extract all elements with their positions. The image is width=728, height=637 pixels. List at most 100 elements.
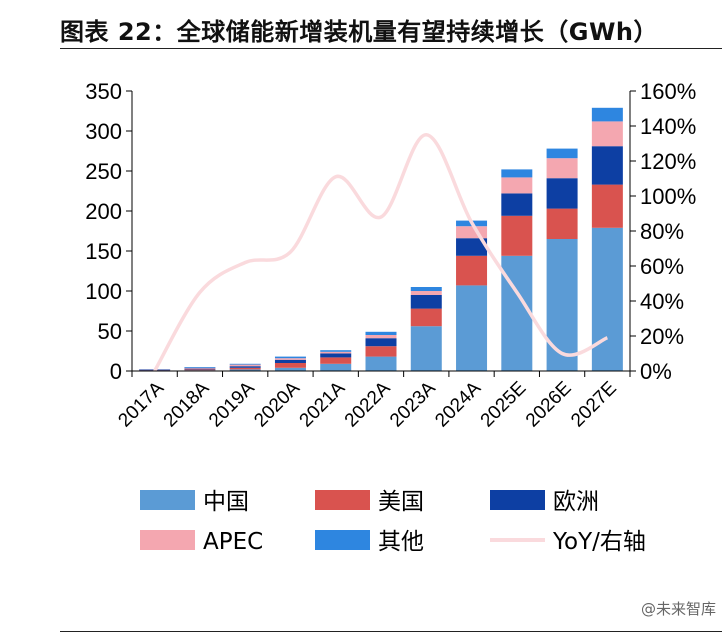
bar-apec-2026E	[546, 158, 578, 179]
bar-usa-2019A	[229, 367, 261, 370]
right-tick-label: 100%	[640, 184, 696, 209]
bar-apec-2024A	[456, 226, 488, 239]
bar-other-2026E	[546, 148, 578, 159]
bar-china-2024A	[456, 285, 488, 371]
left-tick-label: 300	[85, 119, 122, 144]
bar-apec-2022A	[365, 335, 397, 339]
bar-europe-2027E	[591, 146, 623, 185]
bar-other-2025E	[501, 169, 533, 178]
bar-usa-2023A	[410, 308, 442, 327]
bar-china-2025E	[501, 255, 533, 371]
bar-apec-2021A	[320, 351, 352, 354]
bar-europe-2020A	[274, 359, 306, 363]
legend-swatch-europe	[490, 490, 545, 510]
right-tick-label: 60%	[640, 254, 684, 279]
bar-usa-2027E	[591, 184, 623, 228]
right-tick-label: 160%	[640, 79, 696, 104]
left-tick-label: 100	[85, 279, 122, 304]
x-category-label: 2017A	[114, 377, 168, 431]
bar-europe-2018A	[184, 368, 216, 370]
x-axis-categories: 2017A2018A2019A2020A2021A2022A2023A2024A…	[114, 377, 620, 431]
left-tick-label: 200	[85, 199, 122, 224]
bottom-divider	[60, 631, 722, 632]
yoy-line-group	[153, 133, 609, 372]
bars-group	[139, 107, 623, 372]
bar-usa-2022A	[365, 346, 397, 357]
legend-label-other: 其他	[378, 529, 424, 555]
bar-apec-2018A	[184, 367, 216, 369]
x-category-label: 2020A	[250, 377, 304, 431]
stacked-bar-chart: 0 50 100 150 200 250 300 350 0% 20% 40% 60% 80% 100%…	[85, 79, 696, 555]
chart-title: 图表 22：全球储能新增装机量有望持续增长（GWh）	[60, 18, 659, 46]
legend-label-yoy: YoY/右轴	[552, 529, 646, 555]
bar-usa-2025E	[501, 215, 533, 256]
bar-europe-2025E	[501, 193, 533, 216]
left-tick-label: 250	[85, 159, 122, 184]
x-category-label: 2019A	[205, 377, 259, 431]
right-tick-label: 40%	[640, 289, 684, 314]
bar-apec-2023A	[410, 291, 442, 295]
right-tick-label: 80%	[640, 219, 684, 244]
bar-china-2026E	[546, 239, 578, 371]
bar-china-2019A	[229, 369, 261, 371]
right-tick-label: 140%	[640, 114, 696, 139]
bar-usa-2026E	[546, 208, 578, 239]
right-tick-label: 0%	[640, 359, 672, 384]
legend-swatch-usa	[315, 490, 370, 510]
bar-europe-2024A	[456, 238, 488, 256]
bar-europe-2021A	[320, 353, 352, 358]
x-category-label: 2027E	[567, 378, 621, 432]
right-tick-label: 120%	[640, 149, 696, 174]
bar-usa-2024A	[456, 255, 488, 286]
legend-swatch-other	[315, 530, 370, 550]
bar-other-2021A	[320, 350, 352, 352]
legend-label-china: 中国	[203, 489, 249, 515]
bar-china-2027E	[591, 227, 623, 371]
legend-swatch-china	[140, 490, 195, 510]
bar-usa-2018A	[184, 369, 216, 371]
watermark: @未来智库	[640, 600, 716, 618]
bar-china-2020A	[274, 367, 306, 371]
bar-apec-2027E	[591, 121, 623, 147]
bar-other-2019A	[229, 363, 261, 365]
left-axis-ticks: 0 50 100 150 200 250 300 350	[85, 79, 132, 384]
axes-group	[131, 91, 631, 377]
bar-apec-2025E	[501, 177, 533, 194]
x-category-label: 2022A	[341, 377, 395, 431]
right-axis-ticks: 0% 20% 40% 60% 80% 100% 120% 140% 160%	[630, 79, 696, 384]
x-category-label: 2024A	[431, 377, 485, 431]
x-category-label: 2026E	[522, 378, 576, 432]
bar-usa-2021A	[320, 357, 352, 364]
x-category-label: 2025E	[477, 378, 531, 432]
legend-label-apec: APEC	[203, 529, 263, 555]
bar-usa-2020A	[274, 363, 306, 368]
bar-apec-2019A	[229, 364, 261, 367]
left-tick-label: 0	[110, 359, 122, 384]
yoy-series-line	[153, 133, 609, 372]
bar-other-2023A	[410, 287, 442, 291]
bar-europe-2022A	[365, 338, 397, 347]
x-category-label: 2021A	[296, 377, 350, 431]
right-tick-label: 20%	[640, 324, 684, 349]
bar-apec-2020A	[274, 358, 306, 360]
left-tick-label: 50	[98, 319, 122, 344]
bar-europe-2019A	[229, 366, 261, 368]
bar-europe-2026E	[546, 178, 578, 209]
x-category-label: 2023A	[386, 377, 440, 431]
legend-swatch-apec	[140, 530, 195, 550]
x-category-label: 2018A	[160, 377, 214, 431]
bar-europe-2023A	[410, 295, 442, 309]
bar-china-2023A	[410, 326, 442, 371]
legend-label-usa: 美国	[378, 489, 424, 515]
bar-other-2018A	[184, 367, 216, 368]
bar-china-2021A	[320, 363, 352, 371]
bar-other-2022A	[365, 331, 397, 335]
bar-china-2022A	[365, 356, 397, 371]
bar-other-2020A	[274, 356, 306, 359]
legend: 中国 美国 欧洲 APEC 其他 YoY/右轴	[140, 489, 646, 555]
bar-other-2027E	[591, 107, 623, 122]
left-tick-label: 150	[85, 239, 122, 264]
legend-label-europe: 欧洲	[553, 489, 599, 515]
title-divider	[60, 48, 722, 49]
left-tick-label: 350	[85, 79, 122, 104]
